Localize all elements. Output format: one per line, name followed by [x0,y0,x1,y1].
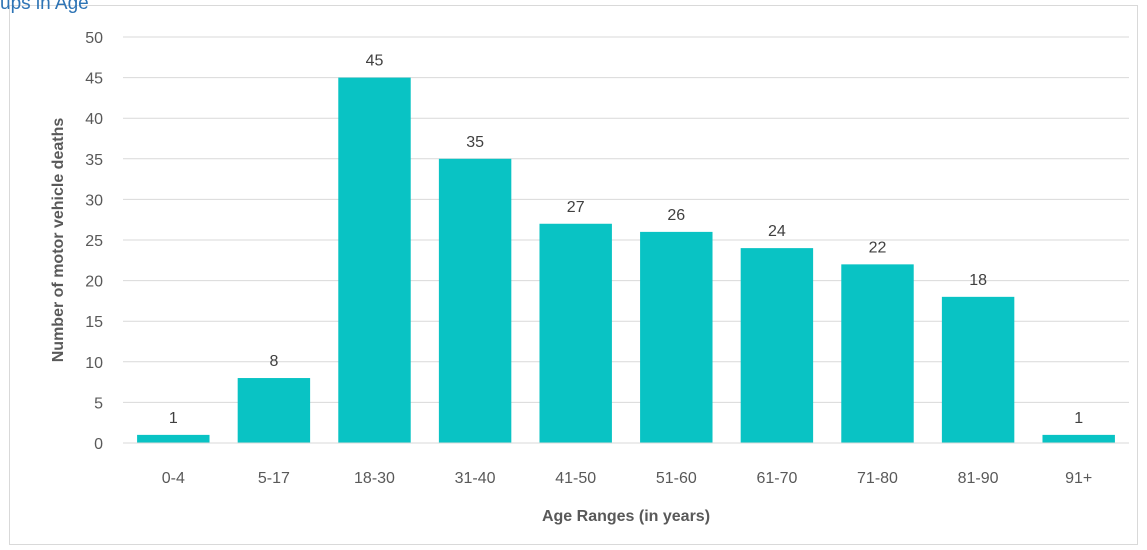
y-tick-label: 30 [85,192,103,209]
x-tick-label: 61-70 [756,470,797,487]
data-label: 35 [466,134,484,151]
bar-61-70 [740,248,814,443]
bar-41-50 [539,223,612,443]
y-tick-label: 25 [85,233,103,250]
y-tick-label: 10 [85,355,103,372]
x-tick-label: 5-17 [258,470,290,487]
y-axis-ticks: 0 5 10 15 20 25 30 35 40 45 50 [85,30,103,453]
chart-caption: ups in Age [0,0,89,14]
x-tick-label: 51-60 [656,470,697,487]
data-label: 24 [768,223,786,240]
bar-31-40 [438,158,512,444]
bar-5-17 [237,378,311,443]
bar-0-4 [137,434,210,443]
x-tick-label: 91+ [1065,470,1092,487]
x-axis-title: Age Ranges (in years) [542,508,710,525]
gridlines [123,36,1129,403]
y-tick-label: 45 [85,71,103,88]
data-label: 1 [169,410,178,427]
bar-18-30 [338,77,411,443]
data-label: 27 [567,199,585,216]
x-tick-label: 81-90 [958,470,999,487]
x-axis-ticks: 0-4 5-17 18-30 31-40 41-50 51-60 61-70 71-80 81-… [162,470,1093,487]
bar-91+ [1042,434,1115,443]
bar-51-60 [640,231,713,443]
data-label: 26 [667,207,685,224]
y-axis-title: Number of motor vehicle deaths [50,118,67,363]
x-tick-label: 31-40 [455,470,496,487]
x-tick-label: 41-50 [555,470,596,487]
bar-71-80 [841,264,914,443]
x-tick-label: 18-30 [354,470,395,487]
data-label: 8 [269,353,278,370]
data-label: 1 [1074,410,1083,427]
y-tick-label: 5 [94,395,103,412]
data-label: 45 [366,53,384,70]
bar-81-90 [941,296,1015,443]
data-label: 18 [969,272,987,289]
y-tick-label: 0 [94,436,103,453]
data-label: 22 [869,239,887,256]
x-tick-label: 71-80 [857,470,898,487]
x-tick-label: 0-4 [162,470,185,487]
y-tick-label: 20 [85,274,103,291]
y-tick-label: 40 [85,111,103,128]
bars [137,77,1115,444]
y-tick-label: 35 [85,152,103,169]
y-tick-label: 15 [85,314,103,331]
y-tick-label: 50 [85,30,103,47]
